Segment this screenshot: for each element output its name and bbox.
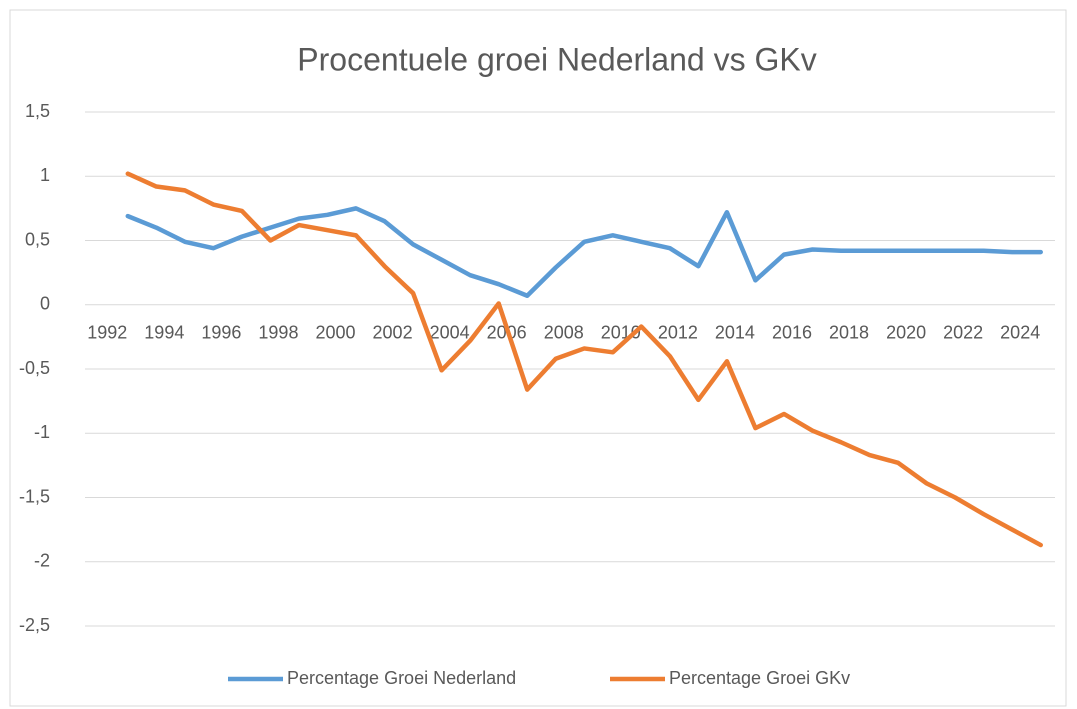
x-tick-label: 2018: [829, 323, 869, 343]
y-tick-label: -2,5: [19, 615, 50, 635]
y-tick-label: -1,5: [19, 486, 50, 506]
chart-frame: [9, 9, 1067, 707]
x-tick-label: 1992: [87, 323, 127, 343]
x-tick-label: 2000: [315, 323, 355, 343]
x-tick-label: 1998: [258, 323, 298, 343]
x-tick-label: 2012: [658, 323, 698, 343]
x-tick-label: 2020: [886, 323, 926, 343]
legend-label: Percentage Groei Nederland: [287, 668, 516, 688]
y-tick-label: -1: [34, 422, 50, 442]
x-tick-label: 2014: [715, 323, 755, 343]
x-tick-label: 2016: [772, 323, 812, 343]
y-tick-label: 1,5: [25, 101, 50, 121]
y-tick-label: 0,5: [25, 229, 50, 249]
x-tick-label: 2022: [943, 323, 983, 343]
x-tick-label: 2004: [430, 323, 470, 343]
y-tick-label: 0: [40, 294, 50, 314]
x-tick-label: 1996: [201, 323, 241, 343]
y-tick-label: -0,5: [19, 358, 50, 378]
x-tick-label: 1994: [144, 323, 184, 343]
x-tick-label: 2008: [544, 323, 584, 343]
legend-label: Percentage Groei GKv: [669, 668, 850, 688]
x-tick-label: 2024: [1000, 323, 1040, 343]
x-tick-label: 2002: [373, 323, 413, 343]
series-line: [125, 171, 1043, 548]
chart-title: Procentuele groei Nederland vs GKv: [297, 41, 816, 77]
y-tick-label: 1: [40, 165, 50, 185]
y-tick-label: -2: [34, 551, 50, 571]
series-line: [125, 206, 1043, 299]
